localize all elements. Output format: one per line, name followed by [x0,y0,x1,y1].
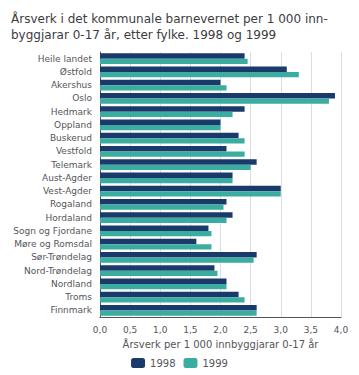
svg-text:Buskerud: Buskerud [50,133,92,143]
svg-text:Oslo: Oslo [72,93,92,103]
svg-text:Finnmark: Finnmark [50,305,92,315]
svg-text:Hordaland: Hordaland [46,213,92,223]
svg-text:Akershus: Akershus [51,80,92,90]
svg-text:3,5: 3,5 [304,325,318,335]
svg-text:Hedmark: Hedmark [51,107,93,117]
svg-text:Oppland: Oppland [54,120,92,130]
svg-text:1,5: 1,5 [183,325,197,335]
svg-text:Møre og Romsdal: Møre og Romsdal [14,239,92,249]
svg-text:2,5: 2,5 [243,325,257,335]
svg-text:0,0: 0,0 [93,325,108,335]
svg-text:0,5: 0,5 [123,325,137,335]
svg-text:Troms: Troms [64,292,92,302]
svg-text:1998: 1998 [150,358,175,369]
svg-text:byggjarar 0-17 år, etter fylke: byggjarar 0-17 år, etter fylke. 1998 og … [11,28,276,42]
svg-text:Vestfold: Vestfold [56,146,92,156]
svg-text:Vest-Agder: Vest-Agder [43,186,92,196]
svg-text:3,0: 3,0 [274,325,289,335]
svg-text:Rogaland: Rogaland [50,199,92,209]
svg-text:Sør-Trøndelag: Sør-Trøndelag [31,252,92,262]
svg-text:1999: 1999 [203,358,228,369]
svg-text:Heile landet: Heile landet [38,54,93,64]
svg-text:Nord-Trøndelag: Nord-Trøndelag [24,266,92,276]
svg-text:Årsverk i det kommunale barnev: Årsverk i det kommunale barnevernet per … [11,11,328,26]
svg-text:2,0: 2,0 [213,325,228,335]
svg-text:4,0: 4,0 [334,325,349,335]
svg-text:Sogn og Fjordane: Sogn og Fjordane [13,226,92,236]
svg-text:Østfold: Østfold [60,67,92,77]
svg-text:Nordland: Nordland [51,279,92,289]
svg-text:Telemark: Telemark [50,160,93,170]
svg-text:Årsverk per 1 000 innbyggjarar: Årsverk per 1 000 innbyggjarar 0-17 år [123,338,320,350]
svg-text:1,0: 1,0 [153,325,168,335]
svg-text:Aust-Agder: Aust-Agder [42,173,92,183]
